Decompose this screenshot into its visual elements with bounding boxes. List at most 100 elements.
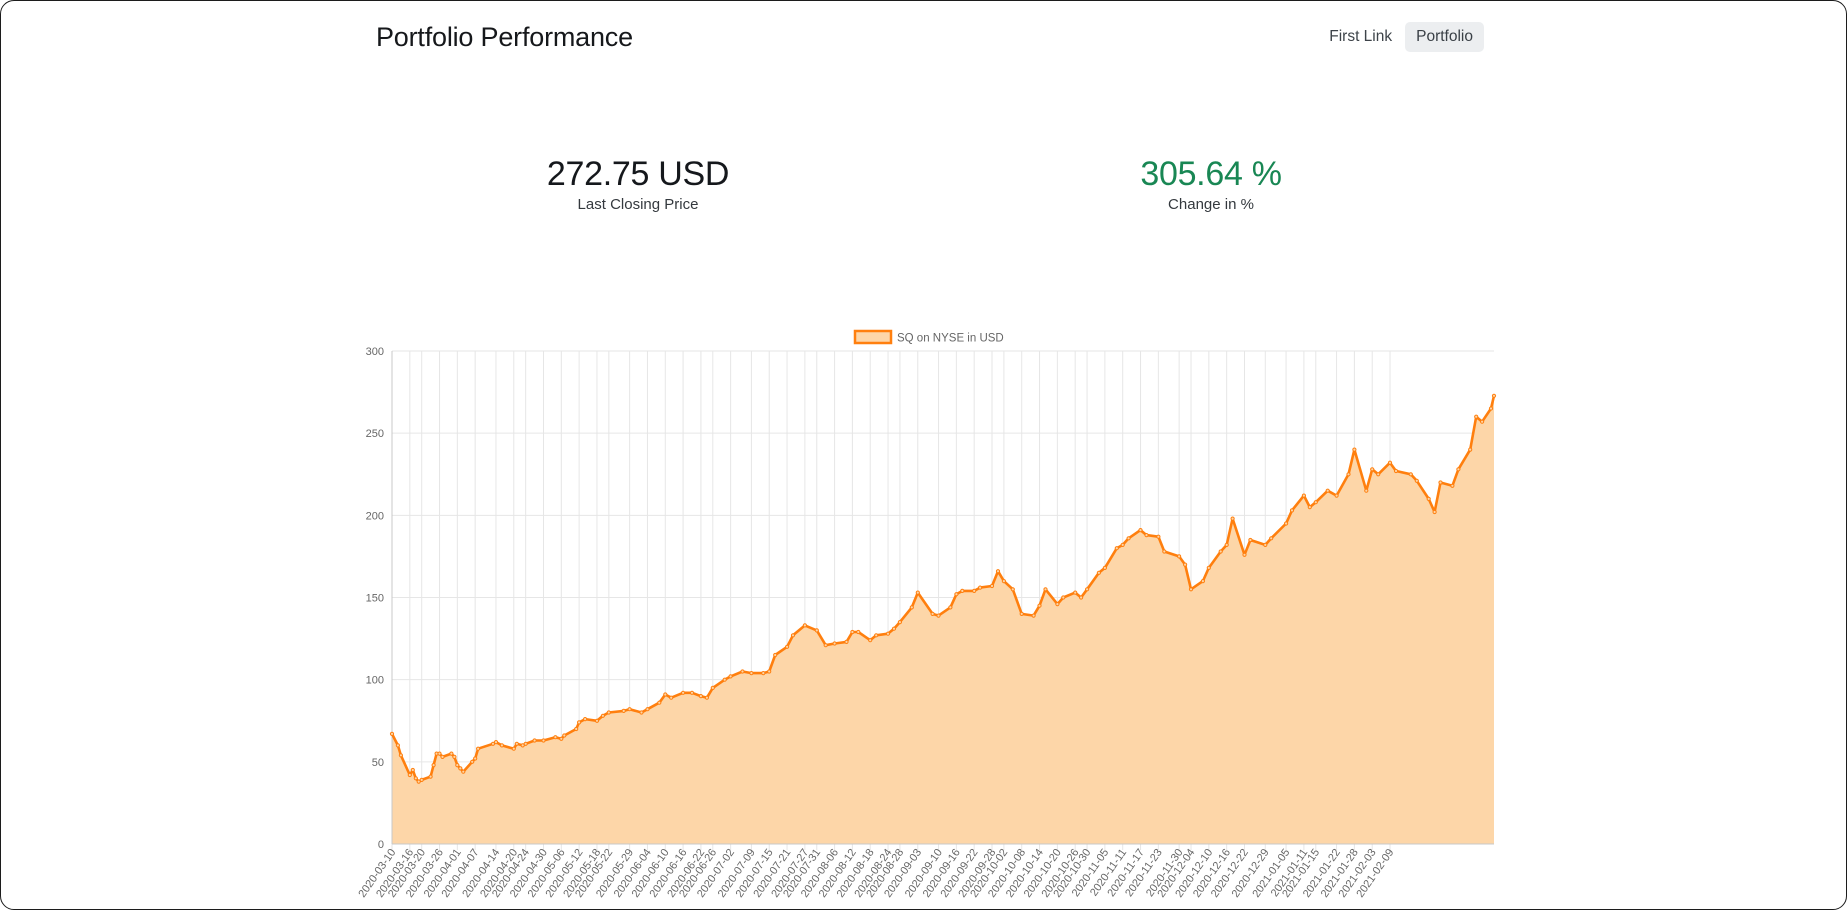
data-point [1426,496,1431,501]
data-point [823,643,828,648]
data-point [773,652,778,658]
data-point [606,710,611,715]
data-point [473,756,478,761]
data-point [1183,562,1188,567]
data-point [1055,602,1060,607]
data-point [1491,393,1497,398]
data-point [1138,528,1143,533]
data-point [1376,472,1381,477]
data-point [1200,579,1206,584]
data-point [559,736,564,741]
data-point [698,694,704,699]
data-point [1474,414,1479,419]
y-tick-label: 300 [366,346,384,358]
data-point [1450,483,1455,488]
data-point [1269,536,1274,541]
data-point [458,766,463,771]
data-point [419,777,424,783]
data-point [891,626,897,631]
data-point [704,695,710,700]
data-point [689,690,695,695]
data-point [790,633,796,638]
last-closing-price-stat: 272.75 USD Last Closing Price [458,151,818,215]
data-point [669,695,674,700]
navbar: Portfolio Performance First Link Portfol… [376,19,1484,55]
data-point [972,588,977,594]
data-point [1019,611,1024,617]
data-point [1301,493,1307,498]
data-point [868,638,873,643]
data-point [785,644,790,649]
data-point [856,629,861,635]
data-point [440,754,445,760]
data-point [874,633,879,638]
data-point [523,741,528,746]
data-point [627,707,632,712]
data-point [1224,542,1229,548]
data-point [583,717,588,722]
nav-link-first[interactable]: First Link [1329,28,1393,45]
data-point [1102,565,1108,571]
nav-link-portfolio[interactable]: Portfolio [1405,22,1484,52]
data-point [1289,508,1295,513]
data-point [948,605,953,610]
data-point [802,623,808,628]
data-point [449,751,454,756]
data-point [574,726,579,732]
data-point [1263,542,1268,548]
data-point [1037,603,1042,608]
data-point [621,708,626,714]
data-point [1001,579,1007,584]
data-point [1313,500,1318,505]
data-point [1387,460,1393,465]
data-point [1488,406,1494,411]
data-point [410,767,415,773]
brand-title[interactable]: Portfolio Performance [376,22,633,52]
data-point [1468,447,1473,452]
data-point [1120,542,1125,548]
data-point [1242,552,1247,557]
data-point [1307,505,1312,510]
data-point [407,772,412,778]
data-point [398,753,403,758]
data-point [1177,554,1182,559]
data-point [1352,447,1357,452]
data-point [499,743,504,748]
data-point [600,713,606,718]
y-tick-label: 50 [372,757,384,769]
data-point [1085,587,1090,592]
data-point [954,592,959,597]
change-percent-label: Change in % [1168,196,1254,213]
data-point [1334,493,1339,498]
data-point [1346,472,1351,477]
data-point [1393,468,1399,474]
data-point [978,585,983,590]
y-tick-label: 150 [366,593,384,605]
data-point [431,763,436,768]
data-point [844,639,849,645]
data-point [455,763,460,768]
data-point [1144,533,1149,538]
data-point [1325,488,1330,493]
data-point [490,741,496,746]
legend-swatch [853,329,893,345]
data-point [740,669,745,674]
data-point [1230,516,1235,521]
data-point [1364,488,1369,493]
data-point [1073,590,1078,595]
data-point [1408,472,1413,477]
data-point [416,779,421,784]
data-point [657,700,662,705]
data-point [909,605,914,610]
data-point [389,731,395,737]
data-point [814,628,819,633]
data-point [1284,521,1289,526]
data-point [413,776,418,781]
data-point [1432,509,1437,515]
data-point [1010,587,1015,592]
legend-label: SQ on NYSE in USD [897,333,1004,345]
data-point [897,620,903,625]
data-point [681,690,686,695]
